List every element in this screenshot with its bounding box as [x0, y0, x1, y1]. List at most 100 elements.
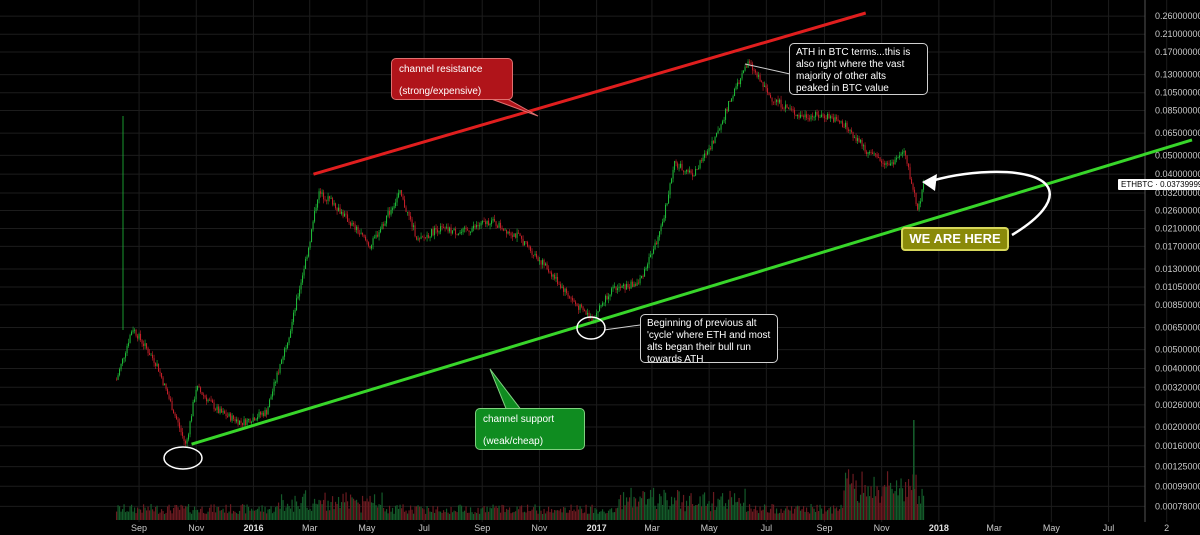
candle-body: [438, 231, 440, 233]
candle-body: [258, 412, 260, 418]
candle-body: [308, 247, 310, 257]
volume-bar: [354, 500, 356, 520]
x-tick-label: Nov: [531, 523, 548, 533]
volume-bar: [781, 512, 784, 520]
volume-bar: [262, 511, 265, 520]
candle-body: [423, 236, 425, 238]
volume-bar: [138, 509, 140, 520]
candle-body: [728, 101, 730, 111]
candle-body: [789, 108, 791, 110]
candle-body: [675, 161, 677, 164]
candle-body: [275, 382, 277, 383]
volume-bar: [253, 510, 256, 520]
volume-bar: [465, 506, 467, 520]
volume-bar: [391, 507, 394, 520]
y-tick-label: 0.17000000: [1155, 47, 1200, 57]
trendlines: [191, 11, 1193, 446]
volume-bar: [406, 513, 409, 520]
candle-body: [566, 288, 568, 294]
candle-body: [446, 226, 448, 228]
volume-bar: [141, 512, 143, 520]
candle-body: [474, 225, 476, 228]
candle-body: [294, 310, 296, 313]
we-are-here-label: WE ARE HERE: [901, 227, 1009, 251]
candle-body: [837, 119, 839, 122]
volume-bar: [564, 507, 566, 520]
candle-body: [692, 173, 694, 177]
volume-bar: [441, 512, 443, 520]
volume-bar: [610, 508, 613, 520]
volume-bar: [402, 504, 404, 520]
volume-bar: [154, 507, 157, 520]
candle-body: [287, 342, 289, 349]
volume-bar: [199, 508, 202, 520]
volume-bar: [843, 490, 845, 520]
volume-bar: [309, 508, 311, 520]
candle-body: [810, 115, 812, 120]
candle-body: [252, 417, 254, 422]
volume-bar: [817, 511, 820, 520]
candle-body: [846, 122, 848, 130]
volume-bar: [372, 502, 374, 520]
candle-body: [603, 302, 605, 304]
candle-body: [344, 213, 346, 217]
volume-bar: [429, 511, 431, 520]
volume-bar: [820, 508, 823, 520]
volume-bar: [919, 503, 922, 520]
candle-body: [666, 203, 668, 205]
volume-bar: [598, 511, 601, 520]
candle-body: [128, 342, 130, 346]
candle-body: [498, 222, 500, 228]
candle-body: [606, 295, 608, 300]
candle-body: [609, 294, 611, 297]
candle-body: [194, 399, 196, 402]
candle-body: [558, 283, 560, 285]
ath-pointer: [744, 63, 791, 75]
candle-body: [803, 116, 805, 118]
volume-bar: [300, 503, 302, 520]
volume-bar: [162, 511, 164, 520]
candle-body: [683, 170, 685, 172]
volume-bar: [130, 504, 133, 520]
volume-bar: [648, 498, 650, 520]
candle-body: [780, 99, 782, 108]
candle-body: [602, 303, 604, 306]
volume-bar: [423, 509, 425, 520]
candle-body: [230, 413, 232, 421]
candle-body: [749, 61, 751, 63]
candle-body: [138, 333, 140, 339]
volume-bar: [676, 489, 679, 520]
volume-bar: [351, 497, 353, 520]
y-axis: 0.26000000 0.21000000 0.17000000 0.13000000…: [1155, 11, 1200, 511]
volume-bar: [672, 504, 674, 520]
candle-body: [524, 241, 526, 246]
candle-body: [815, 111, 817, 117]
volume-bar: [549, 512, 551, 520]
candle-body: [147, 348, 149, 354]
volume-bar: [304, 490, 307, 520]
volume-bar: [595, 509, 598, 520]
y-tick-label: 0.00099000: [1155, 481, 1200, 491]
candle-body: [722, 121, 724, 125]
volume-bar: [453, 510, 455, 520]
volume-bar: [570, 504, 572, 520]
candle-body: [816, 111, 818, 115]
volume-bar: [574, 511, 577, 520]
candle-body: [150, 354, 152, 356]
candle-body: [483, 221, 485, 222]
candle-body: [761, 81, 763, 83]
candle-body: [734, 88, 736, 97]
candle-body: [686, 169, 688, 172]
volume-bar: [903, 501, 905, 520]
candle-body: [662, 221, 664, 226]
volume-bar: [624, 505, 626, 520]
candle-body: [236, 419, 238, 422]
candle-body: [855, 137, 857, 141]
candle-body: [348, 221, 350, 223]
volume-bar: [526, 504, 529, 520]
volume-bar: [397, 508, 400, 520]
candle-body: [189, 421, 191, 435]
volume-bar: [841, 507, 844, 520]
candle-body: [834, 117, 836, 122]
candle-body: [779, 99, 781, 103]
